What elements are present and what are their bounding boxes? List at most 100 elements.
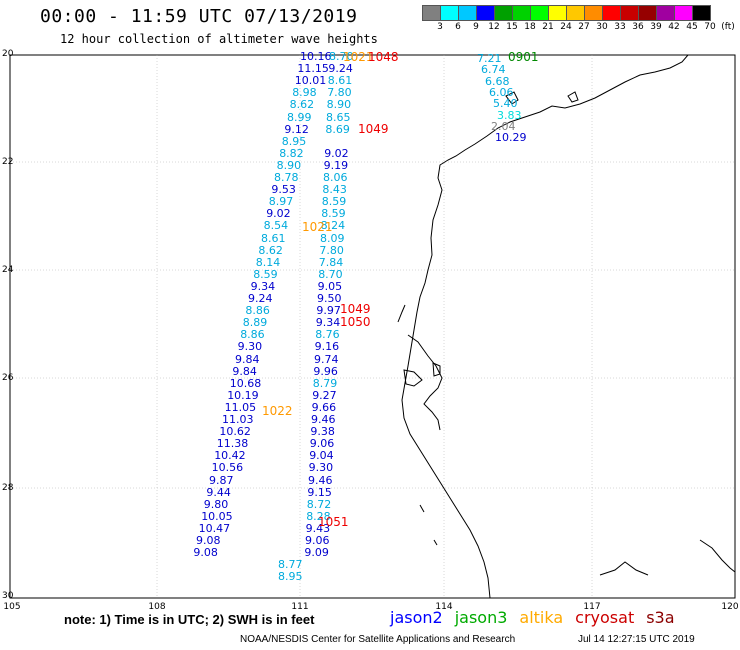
wave-height-value: 9.16 [314, 340, 340, 354]
wave-height-value: 9.87 [209, 473, 234, 487]
scale-label: 24 [560, 22, 572, 32]
wave-height-value: 9.43 [305, 521, 331, 535]
wave-height-value: 9.84 [235, 352, 260, 366]
pass-id-label: 1049 [358, 122, 389, 136]
pass-id-label: 1021 [343, 50, 374, 64]
wave-height-value: 8.82 [279, 146, 304, 160]
wave-height-value: 9.44 [206, 485, 231, 499]
wave-height-value: 8.72 [306, 497, 332, 511]
wave-height-value: 9.30 [237, 340, 263, 354]
wave-height-value: 6.06 [489, 85, 514, 99]
legend-item-jason2: jason2 [390, 608, 443, 627]
wave-height-value: 8.54 [263, 219, 289, 233]
scale-label: (ft) [721, 22, 735, 32]
lon-label: 117 [583, 602, 601, 612]
wave-height-value: 8.98 [292, 86, 317, 100]
wave-height-value: 8.69 [325, 122, 350, 136]
scale-label: 18 [524, 22, 536, 32]
page-title: 00:00 - 11:59 UTC 07/13/2019 [40, 6, 358, 27]
wave-height-value: 2.04 [491, 119, 516, 133]
page-subtitle: 12 hour collection of altimeter wave hei… [60, 32, 378, 46]
lon-label: 120 [721, 602, 739, 612]
wave-height-value: 9.34 [315, 316, 341, 330]
wave-height-value: 10.16 [300, 50, 332, 63]
wave-height-value: 9.80 [203, 497, 229, 511]
wave-height-value: 9.19 [323, 158, 349, 172]
pass-id-label: 1049 [340, 302, 371, 316]
wave-height-value: 9.12 [284, 122, 309, 136]
lon-label: 105 [3, 602, 21, 612]
wave-height-value: 8.61 [261, 231, 286, 245]
wave-height-value: 9.05 [317, 279, 343, 293]
wave-height-value: 8.95 [278, 570, 303, 584]
wave-height-value: 9.27 [312, 388, 337, 402]
wave-height-value: 9.24 [328, 62, 353, 76]
pass-id-label: 1048 [368, 50, 399, 64]
wave-height-value: 8.06 [323, 171, 348, 184]
wave-height-value: 10.47 [198, 521, 231, 535]
wave-height-value: 5.40 [493, 97, 518, 111]
wave-height-value: 8.14 [255, 255, 281, 269]
lat-label: 20 [2, 49, 14, 59]
wave-height-value: 9.06 [309, 437, 335, 451]
scale-label: 21 [542, 22, 554, 32]
wave-height-value: 9.46 [311, 413, 336, 426]
wave-height-value: 9.96 [313, 364, 338, 378]
wave-height-value: 10.42 [214, 449, 246, 463]
scale-label: 36 [632, 22, 644, 32]
wave-height-value: 10.56 [211, 461, 244, 475]
wave-height-value: 3.83 [497, 108, 522, 122]
wave-height-value: 10.62 [219, 425, 251, 439]
wave-height-value: 8.65 [326, 110, 351, 124]
scale-label: 42 [668, 22, 680, 32]
wave-height-value: 9.46 [308, 473, 333, 487]
wave-height-value: 8.09 [320, 231, 345, 245]
wave-height-value: 8.28 [306, 509, 331, 523]
wave-height-value: 7.21 [477, 52, 502, 65]
wave-height-value: 8.89 [242, 316, 268, 330]
generated-timestamp: Jul 14 12:27:15 UTC 2019 [578, 634, 695, 645]
scale-label: 15 [506, 22, 518, 32]
wave-height-value: 8.62 [258, 243, 283, 257]
wave-height-value: 8.97 [268, 195, 294, 209]
wave-height-value: 7.84 [318, 255, 344, 269]
wave-height-value: 8.90 [276, 158, 302, 172]
scale-label: 27 [578, 22, 590, 32]
pass-id-label: 1051 [318, 515, 349, 529]
wave-height-value: 11.05 [224, 400, 257, 414]
wave-height-value: 9.30 [308, 461, 334, 475]
scale-label: 70 [704, 22, 716, 32]
wave-height-value: 11.15 [297, 62, 329, 76]
wave-height-value: 6.68 [485, 74, 510, 88]
scale-label: 12 [488, 22, 500, 32]
pass-id-label: 1021 [302, 220, 333, 234]
scale-label: 30 [596, 22, 608, 32]
lon-label: 114 [435, 602, 453, 612]
wave-height-value: 8.62 [289, 98, 315, 112]
wave-height-value: 7.80 [319, 243, 344, 257]
wave-height-value: 9.38 [310, 425, 335, 439]
wave-height-value: 8.59 [253, 267, 278, 281]
wave-height-value: 11.03 [222, 413, 254, 426]
wave-height-value: 10.19 [227, 388, 259, 402]
wave-height-value: 8.90 [326, 98, 352, 112]
pass-id-label: 1022 [262, 404, 293, 418]
lon-label: 108 [148, 602, 166, 612]
satellite-legend: jason2 jason3 altika cryosat s3a [390, 608, 687, 627]
wave-height-value: 9.74 [314, 352, 339, 366]
wave-height-value: 9.04 [309, 449, 334, 463]
wave-height-value: 9.09 [304, 546, 329, 560]
wave-height-value: 8.99 [287, 110, 312, 124]
wave-height-value: 9.15 [307, 485, 332, 499]
lat-label: 30 [2, 591, 14, 601]
wave-height-value: 8.86 [240, 328, 265, 342]
wave-height-value: 8.78 [274, 171, 299, 184]
footer-note: note: 1) Time is in UTC; 2) SWH is in fe… [64, 612, 315, 627]
wave-height-value: 9.34 [250, 279, 276, 293]
scale-label: 33 [614, 22, 626, 32]
wave-height-value: 8.43 [322, 183, 347, 197]
wave-height-value: 6.74 [481, 63, 506, 77]
wave-height-value: 10.29 [495, 131, 527, 145]
wave-height-value: 9.66 [311, 400, 337, 414]
